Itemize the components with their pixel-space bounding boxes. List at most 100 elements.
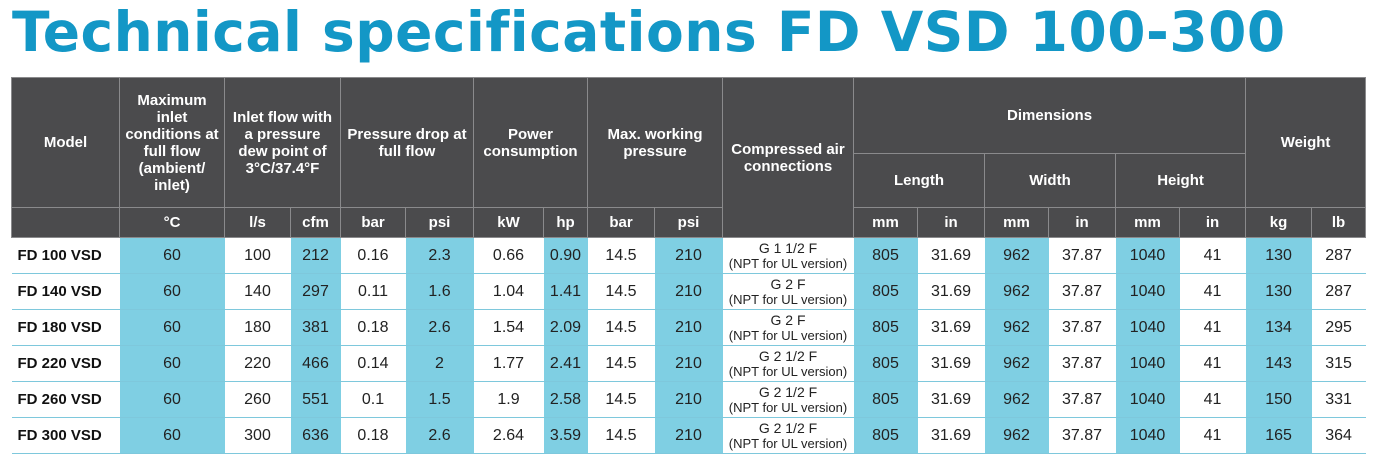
- connection-cell: G 2 1/2 F (NPT for UL version): [722, 417, 854, 454]
- working-pressure-bar-cell: 14.5: [587, 237, 655, 274]
- height-in-cell: 41: [1179, 309, 1246, 346]
- width-in-cell: 37.87: [1048, 417, 1116, 454]
- width-in-cell: 37.87: [1048, 237, 1116, 274]
- length-mm-cell: 805: [853, 237, 918, 274]
- weight-lb-cell: 295: [1311, 309, 1366, 346]
- power-kw-cell: 0.66: [473, 237, 544, 274]
- header-width: Width: [984, 153, 1116, 208]
- connection-cell: G 1 1/2 F (NPT for UL version): [722, 237, 854, 274]
- weight-lb-cell: 364: [1311, 417, 1366, 454]
- connection-note: (NPT for UL version): [728, 255, 848, 271]
- model-cell: FD 180 VSD: [11, 309, 120, 346]
- weight-lb-cell: 287: [1311, 273, 1366, 310]
- header-inlet-flow: Inlet flow with a pressure dew point of …: [224, 77, 341, 208]
- pressure-drop-bar-cell: 0.11: [340, 273, 406, 310]
- weight-kg-cell: 143: [1245, 345, 1312, 382]
- model-cell: FD 300 VSD: [11, 417, 120, 454]
- pressure-drop-bar-cell: 0.14: [340, 345, 406, 382]
- length-in-cell: 31.69: [917, 237, 985, 274]
- model-cell: FD 140 VSD: [11, 273, 120, 310]
- height-mm-cell: 1040: [1115, 237, 1180, 274]
- height-mm-cell: 1040: [1115, 417, 1180, 454]
- unit-cell: bar: [340, 207, 406, 238]
- height-in-cell: 41: [1179, 237, 1246, 274]
- header-power: Power consumption: [473, 77, 588, 208]
- power-kw-cell: 1.04: [473, 273, 544, 310]
- table-row: FD 140 VSD 60 140 297 0.11 1.6 1.04 1.41 14.5 210…: [11, 273, 1366, 310]
- unit-cell: l/s: [224, 207, 291, 238]
- weight-lb-cell: 331: [1311, 381, 1366, 418]
- pressure-drop-psi-cell: 2.6: [405, 417, 474, 454]
- flow-ls-cell: 140: [224, 273, 291, 310]
- weight-lb-cell: 287: [1311, 237, 1366, 274]
- flow-cfm-cell: 466: [290, 345, 341, 382]
- table-row: FD 300 VSD 60 300 636 0.18 2.6 2.64 3.59 14.5 210…: [11, 417, 1366, 454]
- spec-table: Model Maximum inlet conditions at full f…: [11, 77, 1367, 454]
- temperature-cell: 60: [119, 237, 225, 274]
- connection-size: G 2 F: [770, 275, 806, 292]
- temperature-cell: 60: [119, 417, 225, 454]
- working-pressure-bar-cell: 14.5: [587, 309, 655, 346]
- connection-note: (NPT for UL version): [728, 399, 848, 415]
- unit-cell: in: [1178, 207, 1247, 238]
- flow-cfm-cell: 212: [290, 237, 341, 274]
- unit-model-blank: [11, 207, 120, 238]
- header-max-inlet: Maximum inlet conditions at full flow (a…: [119, 77, 225, 208]
- pressure-drop-psi-cell: 2.6: [405, 309, 474, 346]
- connection-note: (NPT for UL version): [728, 291, 848, 307]
- flow-cfm-cell: 297: [290, 273, 341, 310]
- length-mm-cell: 805: [853, 273, 918, 310]
- weight-kg-cell: 134: [1245, 309, 1312, 346]
- temperature-cell: 60: [119, 309, 225, 346]
- working-pressure-psi-cell: 210: [654, 237, 723, 274]
- pressure-drop-bar-cell: 0.1: [340, 381, 406, 418]
- length-mm-cell: 805: [853, 381, 918, 418]
- unit-cell: mm: [1115, 207, 1180, 238]
- unit-cell: in: [1048, 207, 1116, 238]
- flow-cfm-cell: 551: [290, 381, 341, 418]
- connection-note: (NPT for UL version): [728, 363, 848, 379]
- width-mm-cell: 962: [984, 273, 1049, 310]
- length-mm-cell: 805: [853, 417, 918, 454]
- height-in-cell: 41: [1179, 381, 1246, 418]
- pressure-drop-bar-cell: 0.18: [340, 417, 406, 454]
- model-cell: FD 260 VSD: [11, 381, 120, 418]
- unit-cell: psi: [654, 207, 723, 238]
- working-pressure-psi-cell: 210: [654, 345, 723, 382]
- power-hp-cell: 3.59: [543, 417, 588, 454]
- table-row: FD 260 VSD 60 260 551 0.1 1.5 1.9 2.58 14.5 210 G …: [11, 381, 1366, 418]
- length-mm-cell: 805: [853, 309, 918, 346]
- connection-cell: G 2 1/2 F (NPT for UL version): [722, 345, 854, 382]
- power-hp-cell: 2.09: [543, 309, 588, 346]
- connection-note: (NPT for UL version): [728, 435, 848, 451]
- width-in-cell: 37.87: [1048, 309, 1116, 346]
- working-pressure-bar-cell: 14.5: [587, 417, 655, 454]
- weight-kg-cell: 150: [1245, 381, 1312, 418]
- temperature-cell: 60: [119, 381, 225, 418]
- connection-cell: G 2 1/2 F (NPT for UL version): [722, 381, 854, 418]
- weight-lb-cell: 315: [1311, 345, 1366, 382]
- flow-cfm-cell: 636: [290, 417, 341, 454]
- width-mm-cell: 962: [984, 237, 1049, 274]
- length-in-cell: 31.69: [917, 381, 985, 418]
- power-hp-cell: 0.90: [543, 237, 588, 274]
- height-in-cell: 41: [1179, 417, 1246, 454]
- working-pressure-psi-cell: 210: [654, 273, 723, 310]
- spec-table-body: FD 100 VSD 60 100 212 0.16 2.3 0.66 0.90 14.5 210…: [11, 237, 1366, 454]
- width-in-cell: 37.87: [1048, 273, 1116, 310]
- header-pressure-drop: Pressure drop at full flow: [340, 77, 474, 208]
- connection-size: G 2 1/2 F: [758, 347, 818, 364]
- connection-size: G 1 1/2 F: [758, 239, 818, 256]
- width-mm-cell: 962: [984, 309, 1049, 346]
- length-in-cell: 31.69: [917, 273, 985, 310]
- flow-cfm-cell: 381: [290, 309, 341, 346]
- height-mm-cell: 1040: [1115, 345, 1180, 382]
- model-cell: FD 220 VSD: [11, 345, 120, 382]
- working-pressure-bar-cell: 14.5: [587, 273, 655, 310]
- connection-cell: G 2 F (NPT for UL version): [722, 273, 854, 310]
- unit-cell: mm: [853, 207, 918, 238]
- working-pressure-psi-cell: 210: [654, 417, 723, 454]
- unit-cell: kW: [473, 207, 544, 238]
- length-in-cell: 31.69: [917, 345, 985, 382]
- height-mm-cell: 1040: [1115, 309, 1180, 346]
